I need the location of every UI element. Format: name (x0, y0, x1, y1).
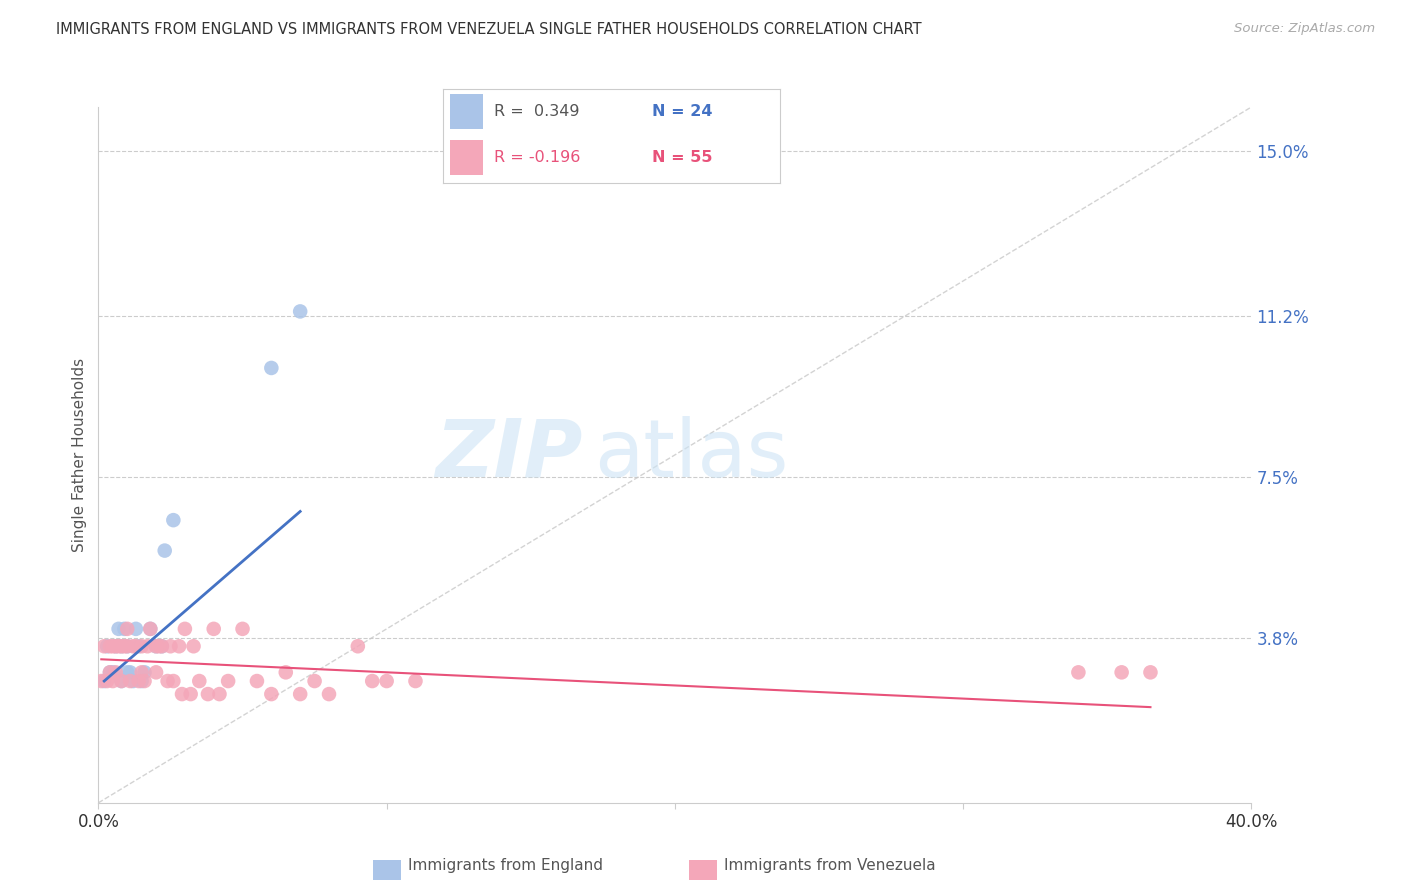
Point (122, 639, 145, 653)
Point (131, 639, 153, 653)
Point (246, 674, 269, 689)
Point (290, 304, 312, 318)
Point (104, 639, 127, 653)
Point (117, 665, 139, 680)
Point (145, 665, 167, 680)
Point (274, 665, 297, 680)
Point (375, 674, 398, 689)
Point (208, 687, 231, 701)
Point (180, 687, 202, 701)
Point (110, 639, 132, 653)
Point (117, 622, 139, 636)
Point (107, 639, 129, 653)
Point (122, 674, 145, 689)
Point (174, 622, 197, 636)
Point (162, 513, 184, 527)
Text: N = 24: N = 24 (652, 104, 713, 120)
Point (170, 687, 193, 701)
Point (125, 622, 148, 636)
Point (98, 665, 121, 680)
Point (1067, 665, 1090, 680)
Point (128, 639, 150, 653)
Point (139, 622, 162, 636)
Point (98, 665, 121, 680)
Point (260, 687, 283, 701)
Text: R = -0.196: R = -0.196 (494, 150, 579, 165)
Point (290, 687, 312, 701)
Text: Source: ZipAtlas.com: Source: ZipAtlas.com (1234, 22, 1375, 36)
FancyBboxPatch shape (450, 94, 484, 129)
Point (117, 639, 139, 653)
Text: N = 55: N = 55 (652, 150, 713, 165)
Point (139, 622, 162, 636)
Text: Immigrants from England: Immigrants from England (408, 858, 603, 872)
Point (96, 674, 118, 689)
Point (346, 639, 368, 653)
Point (162, 674, 184, 689)
Point (145, 639, 167, 653)
Point (117, 639, 139, 653)
Point (167, 639, 190, 653)
Point (93, 639, 115, 653)
Point (260, 360, 283, 375)
Point (98, 639, 121, 653)
Point (183, 639, 205, 653)
Text: R =  0.349: R = 0.349 (494, 104, 579, 120)
Point (134, 674, 156, 689)
Point (150, 639, 173, 653)
Point (110, 674, 132, 689)
Point (405, 674, 427, 689)
Point (136, 639, 159, 653)
Point (101, 639, 124, 653)
Y-axis label: Single Father Households: Single Father Households (72, 358, 87, 552)
Point (217, 674, 239, 689)
Point (90, 674, 112, 689)
Point (104, 665, 127, 680)
Point (112, 639, 135, 653)
Point (304, 674, 326, 689)
Point (156, 674, 179, 689)
Point (159, 639, 181, 653)
Point (318, 687, 340, 701)
FancyBboxPatch shape (450, 140, 484, 176)
Point (145, 639, 167, 653)
Point (110, 674, 132, 689)
Point (361, 674, 384, 689)
Point (96, 639, 118, 653)
Point (197, 687, 219, 701)
Text: IMMIGRANTS FROM ENGLAND VS IMMIGRANTS FROM VENEZUELA SINGLE FATHER HOUSEHOLDS CO: IMMIGRANTS FROM ENGLAND VS IMMIGRANTS FR… (56, 22, 922, 37)
Point (153, 543, 176, 558)
Point (148, 639, 170, 653)
Point (101, 674, 124, 689)
Point (125, 639, 148, 653)
Point (128, 674, 150, 689)
Text: atlas: atlas (595, 416, 789, 494)
Point (112, 622, 135, 636)
Text: ZIP: ZIP (436, 416, 582, 494)
Point (101, 665, 124, 680)
Point (120, 665, 142, 680)
Point (1139, 665, 1161, 680)
Point (231, 622, 254, 636)
Point (110, 639, 132, 653)
Point (104, 639, 127, 653)
Point (120, 674, 142, 689)
Point (150, 639, 173, 653)
Point (188, 674, 211, 689)
Text: Immigrants from Venezuela: Immigrants from Venezuela (724, 858, 936, 872)
Point (131, 665, 153, 680)
Point (134, 665, 156, 680)
Point (202, 622, 225, 636)
Point (131, 674, 153, 689)
Point (93, 674, 115, 689)
Point (1111, 665, 1133, 680)
Point (107, 622, 129, 636)
